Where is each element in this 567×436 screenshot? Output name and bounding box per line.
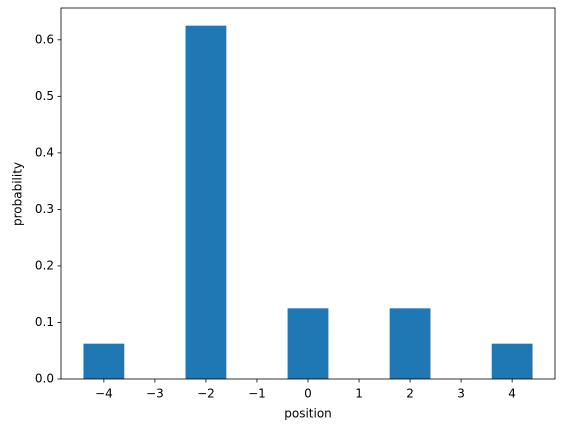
x-axis-label: position [284,407,332,421]
y-tick-label: 0.0 [35,372,54,386]
x-tick-label: 1 [355,387,363,401]
bar [185,25,227,380]
x-tick-label: −2 [197,387,215,401]
x-tick-label: 0 [304,387,312,401]
x-tick-label: 2 [406,387,414,401]
x-tick-label: 4 [508,387,516,401]
y-tick-label: 0.6 [35,32,54,46]
x-tick-label: −1 [248,387,266,401]
y-tick-label: 0.2 [35,258,54,272]
bar [287,308,329,379]
y-tick-label: 0.5 [35,89,54,103]
x-tick-label: −3 [146,387,164,401]
y-tick-label: 0.4 [35,145,54,159]
bar [83,343,125,379]
x-tick-label: 3 [457,387,465,401]
y-tick-label: 0.1 [35,315,54,329]
bar [389,308,431,379]
x-tick-label: −4 [95,387,113,401]
y-axis-label: probability [11,162,25,226]
bar [491,343,533,379]
y-tick-label: 0.3 [35,202,54,216]
